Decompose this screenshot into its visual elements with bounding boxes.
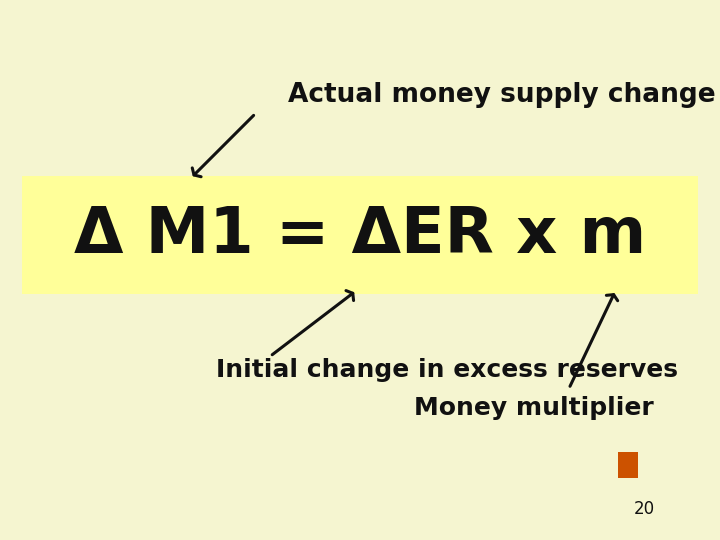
Text: Money multiplier: Money multiplier: [414, 396, 654, 420]
Text: Δ M1 = ΔER x m: Δ M1 = ΔER x m: [74, 204, 646, 266]
Text: Actual money supply change: Actual money supply change: [288, 82, 716, 107]
Text: 20: 20: [634, 500, 655, 518]
Text: Initial change in excess reserves: Initial change in excess reserves: [216, 358, 678, 382]
FancyBboxPatch shape: [22, 176, 698, 294]
FancyBboxPatch shape: [618, 452, 638, 478]
